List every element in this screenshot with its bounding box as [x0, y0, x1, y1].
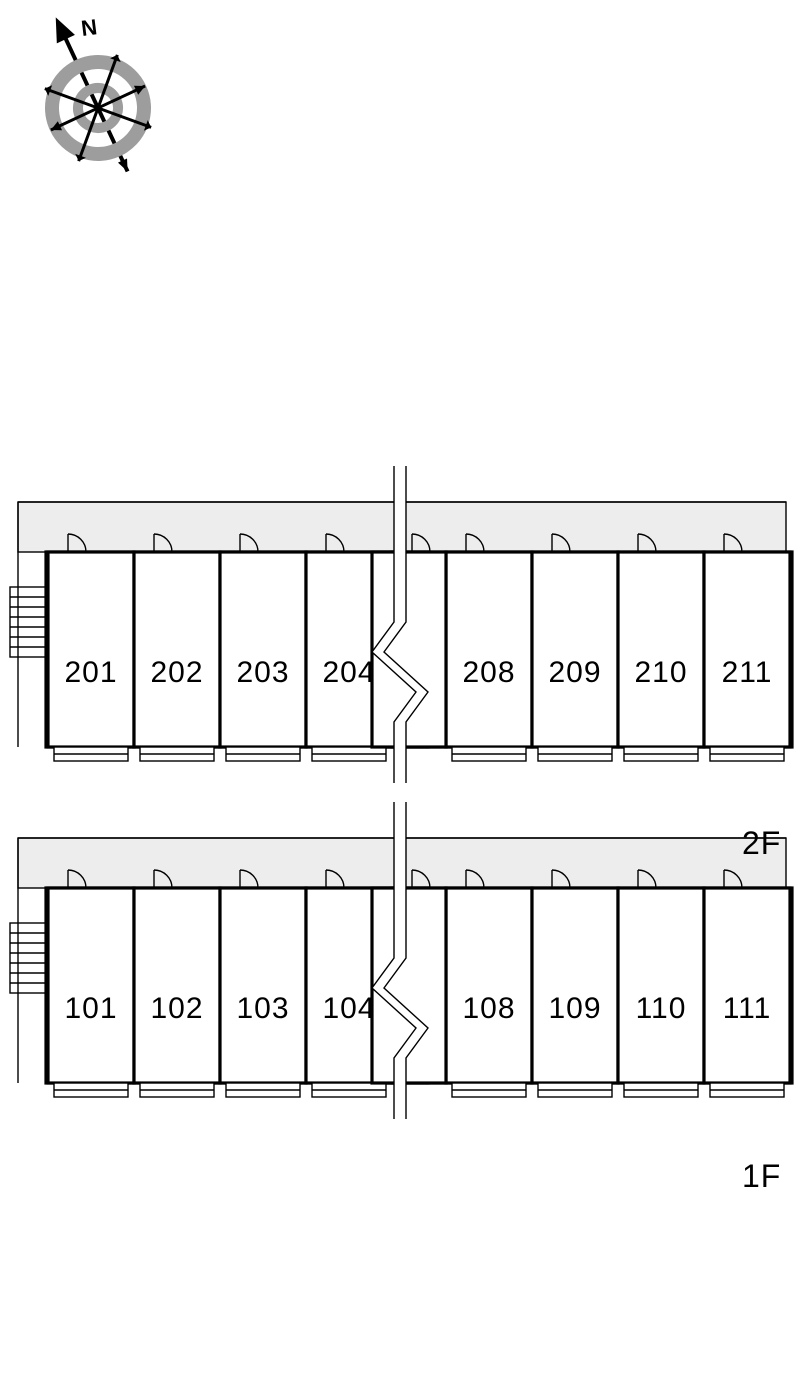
- room-110: [618, 888, 704, 1083]
- room-label-104: 104: [322, 992, 375, 1025]
- room-203: [220, 552, 306, 747]
- room-label-202: 202: [150, 656, 203, 689]
- room-201: [48, 552, 134, 747]
- room-label-108: 108: [462, 992, 515, 1025]
- room-102: [134, 888, 220, 1083]
- room-label-203: 203: [236, 656, 289, 689]
- room-label-208: 208: [462, 656, 515, 689]
- floor-2F: 201 202 203 204: [0, 502, 800, 792]
- room-111: [704, 888, 790, 1083]
- room-109: [532, 888, 618, 1083]
- floor-plan-page: N: [0, 0, 800, 1373]
- compass-rose: N: [18, 8, 178, 178]
- room-103: [220, 888, 306, 1083]
- room-label-103: 103: [236, 992, 289, 1025]
- room-label-109: 109: [548, 992, 601, 1025]
- room-202: [134, 552, 220, 747]
- room-label-209: 209: [548, 656, 601, 689]
- room-208: [446, 552, 532, 747]
- room-label-210: 210: [634, 656, 687, 689]
- room-label-201: 201: [64, 656, 117, 689]
- room-108: [446, 888, 532, 1083]
- room-label-204: 204: [322, 656, 375, 689]
- room-211: [704, 552, 790, 747]
- room-label-110: 110: [636, 992, 687, 1025]
- room-209: [532, 552, 618, 747]
- room-label-111: 111: [723, 992, 772, 1025]
- floor-label-1F: 1F: [742, 1158, 781, 1195]
- room-210: [618, 552, 704, 747]
- room-label-102: 102: [150, 992, 203, 1025]
- floor-label-2F: 2F: [742, 825, 781, 862]
- room-label-101: 101: [64, 992, 117, 1025]
- svg-text:N: N: [80, 14, 99, 41]
- room-101: [48, 888, 134, 1083]
- room-label-211: 211: [722, 656, 773, 689]
- floor-1F: 101 102 103 104: [0, 838, 800, 1128]
